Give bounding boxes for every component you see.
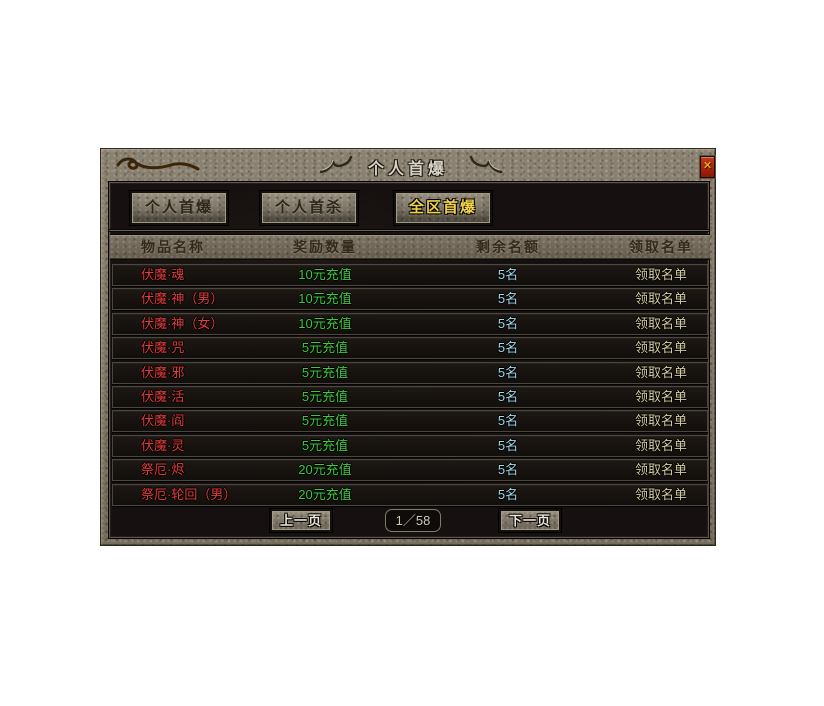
table-row: 伏魔·神（男） 10元充值 5名 领取名单 — [112, 288, 708, 310]
cell-reward: 10元充值 — [298, 291, 352, 306]
title-bar: 个人首爆 ✕ — [101, 149, 715, 181]
claim-list-link[interactable]: 领取名单 — [634, 340, 687, 355]
cell-quota: 5名 — [497, 413, 519, 428]
table-row: 伏魔·邪 5元充值 5名 领取名单 — [112, 362, 708, 384]
corner-scroll-ornament-icon — [116, 157, 200, 171]
cell-reward: 10元充值 — [298, 316, 352, 331]
claim-list-link[interactable]: 领取名单 — [634, 291, 687, 306]
cell-reward: 5元充值 — [301, 340, 349, 355]
cell-reward: 5元充值 — [301, 413, 349, 428]
tabs-divider — [109, 229, 709, 232]
close-button[interactable]: ✕ — [700, 156, 715, 178]
claim-list-link[interactable]: 领取名单 — [634, 267, 687, 282]
tab-server-first-drop[interactable]: 全区首爆 — [394, 191, 492, 225]
cell-item-name: 伏魔·魂 — [141, 267, 185, 282]
cell-item-name: 伏魔·咒 — [141, 340, 185, 355]
cell-reward: 5元充值 — [301, 438, 349, 453]
cell-quota: 5名 — [497, 316, 519, 331]
header-item-name: 物品名称 — [141, 239, 205, 255]
cell-quota: 5名 — [497, 487, 519, 502]
table-row: 伏魔·阎 5元充值 5名 领取名单 — [112, 410, 708, 432]
cell-quota: 5名 — [497, 340, 519, 355]
cell-reward: 5元充值 — [301, 389, 349, 404]
tab-label: 个人首杀 — [274, 199, 343, 216]
claim-list-link[interactable]: 领取名单 — [634, 413, 687, 428]
header-remaining-quota: 剩余名额 — [476, 239, 540, 255]
tab-label: 全区首爆 — [408, 199, 477, 216]
tab-personal-first-kill[interactable]: 个人首杀 — [260, 191, 358, 225]
window-title: 个人首爆 — [367, 161, 448, 178]
cell-quota: 5名 — [497, 389, 519, 404]
cell-reward: 20元充值 — [298, 462, 352, 477]
table-row: 伏魔·灵 5元充值 5名 领取名单 — [112, 435, 708, 457]
next-page-button[interactable]: 下一页 — [499, 509, 561, 532]
table-row: 祭厄·烬 20元充值 5名 领取名单 — [112, 459, 708, 481]
claim-list-link[interactable]: 领取名单 — [634, 438, 687, 453]
prev-page-label: 上一页 — [279, 513, 322, 528]
table-row: 伏魔·神（女） 10元充值 5名 领取名单 — [112, 313, 708, 335]
claim-list-link[interactable]: 领取名单 — [634, 389, 687, 404]
cell-item-name: 祭厄·轮回（男） — [141, 487, 237, 502]
cell-item-name: 伏魔·神（男） — [141, 291, 224, 306]
tab-label: 个人首爆 — [144, 199, 213, 216]
cell-reward: 5元充值 — [301, 365, 349, 380]
first-drop-window: 个人首爆 ✕ 个人首爆 个人首杀 全区首爆 物品名 — [100, 148, 716, 546]
cell-item-name: 伏魔·邪 — [141, 365, 185, 380]
cell-item-name: 伏魔·活 — [141, 389, 185, 404]
table-header: 物品名称 奖励数量 剩余名额 领取名单 — [110, 234, 710, 260]
content-panel: 个人首爆 个人首杀 全区首爆 物品名称 奖励数量 剩余名额 领取名单 伏魔·魂 … — [108, 181, 710, 539]
claim-list-link[interactable]: 领取名单 — [634, 487, 687, 502]
cell-quota: 5名 — [497, 267, 519, 282]
claim-list-link[interactable]: 领取名单 — [634, 316, 687, 331]
table-body: 伏魔·魂 10元充值 5名 领取名单 伏魔·神（男） 10元充值 5名 领取名单… — [112, 182, 708, 538]
cell-item-name: 伏魔·灵 — [141, 438, 185, 453]
close-icon: ✕ — [702, 160, 713, 172]
page-indicator: 1／58 — [385, 509, 441, 532]
table-row: 祭厄·轮回（男） 20元充值 5名 领取名单 — [112, 484, 708, 506]
header-reward-amount: 奖励数量 — [293, 239, 357, 255]
next-page-label: 下一页 — [508, 513, 551, 528]
prev-page-button[interactable]: 上一页 — [270, 509, 332, 532]
title-flourish-left-icon — [319, 155, 353, 174]
cell-quota: 5名 — [497, 438, 519, 453]
tab-personal-first-drop[interactable]: 个人首爆 — [130, 191, 228, 225]
header-claim-list: 领取名单 — [629, 239, 693, 255]
claim-list-link[interactable]: 领取名单 — [634, 462, 687, 477]
cell-reward: 20元充值 — [298, 487, 352, 502]
table-row: 伏魔·活 5元充值 5名 领取名单 — [112, 386, 708, 408]
claim-list-link[interactable]: 领取名单 — [634, 365, 687, 380]
cell-item-name: 伏魔·神（女） — [141, 316, 224, 331]
title-flourish-right-icon — [469, 155, 503, 174]
cell-quota: 5名 — [497, 462, 519, 477]
cell-item-name: 祭厄·烬 — [141, 462, 185, 477]
cell-quota: 5名 — [497, 291, 519, 306]
cell-reward: 10元充值 — [298, 267, 352, 282]
table-row: 伏魔·咒 5元充值 5名 领取名单 — [112, 337, 708, 359]
cell-item-name: 伏魔·阎 — [141, 413, 185, 428]
cell-quota: 5名 — [497, 365, 519, 380]
table-row: 伏魔·魂 10元充值 5名 领取名单 — [112, 264, 708, 286]
